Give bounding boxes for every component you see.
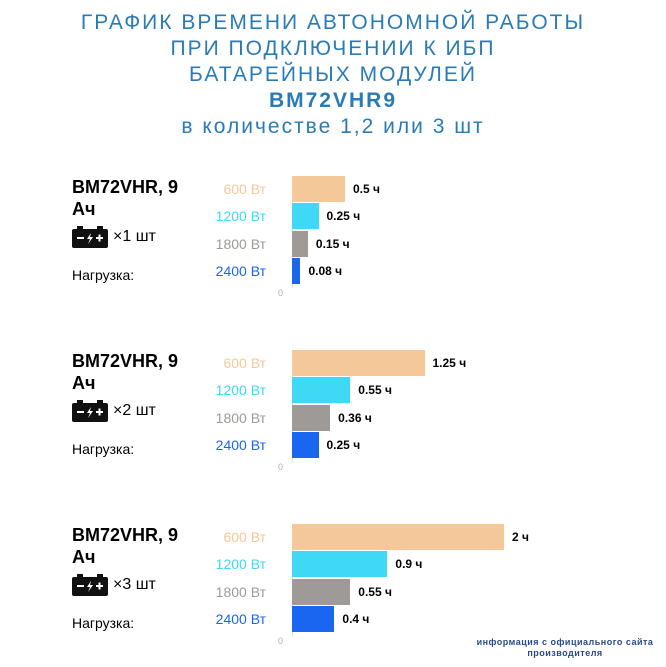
model-label: BM72VHR, 9 Ач <box>72 525 179 567</box>
quantity-label: ×2 шт <box>113 402 156 419</box>
load-label: Нагрузка: <box>72 441 135 457</box>
category-label: 1200 Вт <box>215 208 266 224</box>
value-label: 0.25 ч <box>326 438 361 452</box>
model-label: BM72VHR, 9 Ач <box>72 351 179 393</box>
value-label: 0.5 ч <box>353 182 380 196</box>
category-label: 600 Вт <box>223 355 266 371</box>
axis-zero-label: 0 <box>278 462 284 472</box>
bar <box>292 606 335 632</box>
model-label: BM72VHR, 9 Ач <box>72 177 179 219</box>
chart-panel: BM72VHR, 9 Ач ×1 шт Нагрузка: 0 600 Вт 0.5 ч 1… <box>0 176 666 306</box>
bar <box>292 405 331 431</box>
battery-icon <box>72 400 108 422</box>
category-label: 1800 Вт <box>215 584 266 600</box>
chart-panel: BM72VHR, 9 Ач ×2 шт Нагрузка: 0 600 Вт 1.25 ч… <box>0 350 666 480</box>
bar <box>292 176 345 202</box>
battery-icon <box>72 574 108 596</box>
category-label: 1800 Вт <box>215 236 266 252</box>
category-label: 1200 Вт <box>215 382 266 398</box>
value-label: 0.08 ч <box>308 264 343 278</box>
quantity-label: ×1 шт <box>113 228 156 245</box>
axis-zero-label: 0 <box>278 288 284 298</box>
category-label: 1800 Вт <box>215 410 266 426</box>
title-model: BM72VHR9 <box>268 89 398 112</box>
category-label: 600 Вт <box>223 181 266 197</box>
bar <box>292 377 351 403</box>
title-line-2: ПРИ ПОДКЛЮЧЕНИИ К ИБП <box>170 37 496 60</box>
title-line-3: БАТАРЕЙНЫХ МОДУЛЕЙ <box>189 63 477 86</box>
category-label: 1200 Вт <box>215 556 266 572</box>
category-label: 2400 Вт <box>215 263 266 279</box>
battery-icon <box>72 226 108 248</box>
value-label: 0.25 ч <box>326 209 361 223</box>
bar <box>292 258 301 284</box>
footnote: информация с официального сайта производ… <box>476 637 654 658</box>
value-label: 0.4 ч <box>342 612 370 626</box>
axis-zero-label: 0 <box>278 636 284 646</box>
bar <box>292 579 351 605</box>
bar <box>292 432 319 458</box>
title-subtitle: в количестве 1,2 или 3 шт <box>181 115 485 138</box>
bar <box>292 203 319 229</box>
load-label: Нагрузка: <box>72 615 135 631</box>
value-label: 1.25 ч <box>432 356 467 370</box>
value-label: 0.55 ч <box>358 585 392 599</box>
value-label: 2 ч <box>512 530 529 544</box>
load-label: Нагрузка: <box>72 267 135 283</box>
category-label: 600 Вт <box>223 529 266 545</box>
bar <box>292 551 388 577</box>
bar <box>292 524 504 550</box>
page-title: ГРАФИК ВРЕМЕНИ АВТОНОМНОЙ РАБОТЫ ПРИ ПОД… <box>0 10 666 140</box>
title-line-1: ГРАФИК ВРЕМЕНИ АВТОНОМНОЙ РАБОТЫ <box>80 11 586 34</box>
value-label: 0.15 ч <box>315 237 350 251</box>
quantity-label: ×3 шт <box>113 576 156 593</box>
value-label: 0.36 ч <box>338 411 372 425</box>
category-label: 2400 Вт <box>215 611 266 627</box>
bar <box>292 350 425 376</box>
value-label: 0.9 ч <box>395 557 423 571</box>
chart-panel: BM72VHR, 9 Ач ×3 шт Нагрузка: 0 600 Вт 2 ч 120… <box>0 524 666 654</box>
value-label: 0.55 ч <box>358 383 392 397</box>
category-label: 2400 Вт <box>215 437 266 453</box>
bar <box>292 231 308 257</box>
